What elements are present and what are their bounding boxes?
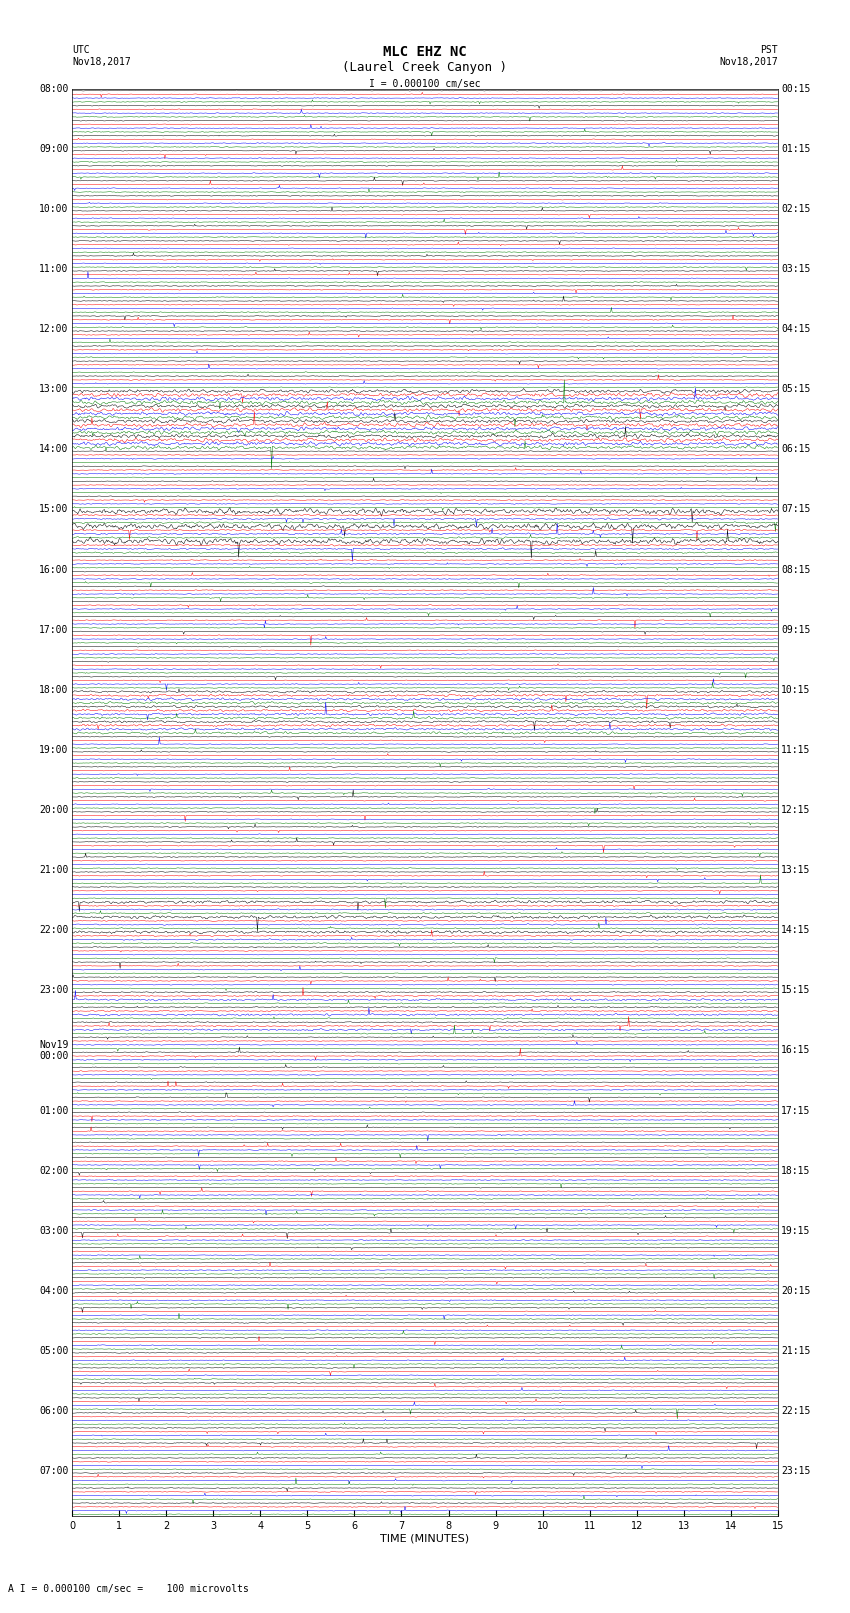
Text: 11:15: 11:15 [781,745,811,755]
Text: 10:00: 10:00 [39,203,69,215]
Text: 01:00: 01:00 [39,1105,69,1116]
Text: 06:00: 06:00 [39,1407,69,1416]
Text: 19:00: 19:00 [39,745,69,755]
Text: UTC
Nov18,2017: UTC Nov18,2017 [72,45,131,66]
Text: 23:15: 23:15 [781,1466,811,1476]
Text: 13:15: 13:15 [781,865,811,876]
Text: 23:00: 23:00 [39,986,69,995]
Text: Nov19
00:00: Nov19 00:00 [39,1040,69,1061]
Text: I = 0.000100 cm/sec: I = 0.000100 cm/sec [369,79,481,89]
Text: MLC EHZ NC: MLC EHZ NC [383,45,467,60]
Text: 12:00: 12:00 [39,324,69,334]
Text: 18:00: 18:00 [39,686,69,695]
Text: 20:15: 20:15 [781,1286,811,1295]
Text: 02:15: 02:15 [781,203,811,215]
Text: 22:00: 22:00 [39,926,69,936]
Text: 04:15: 04:15 [781,324,811,334]
Text: 15:15: 15:15 [781,986,811,995]
Text: 07:15: 07:15 [781,505,811,515]
Text: 11:00: 11:00 [39,265,69,274]
Text: 21:15: 21:15 [781,1345,811,1357]
Text: 10:15: 10:15 [781,686,811,695]
Text: 08:15: 08:15 [781,565,811,574]
Text: 21:00: 21:00 [39,865,69,876]
Text: 09:00: 09:00 [39,144,69,153]
Text: 06:15: 06:15 [781,444,811,455]
Text: 12:15: 12:15 [781,805,811,815]
Text: 16:00: 16:00 [39,565,69,574]
Text: A I = 0.000100 cm/sec =    100 microvolts: A I = 0.000100 cm/sec = 100 microvolts [8,1584,249,1594]
Text: 14:00: 14:00 [39,444,69,455]
Text: 03:00: 03:00 [39,1226,69,1236]
Text: 16:15: 16:15 [781,1045,811,1055]
Text: 17:00: 17:00 [39,624,69,634]
Text: (Laurel Creek Canyon ): (Laurel Creek Canyon ) [343,61,507,74]
Text: PST
Nov18,2017: PST Nov18,2017 [719,45,778,66]
Text: 22:15: 22:15 [781,1407,811,1416]
Text: 19:15: 19:15 [781,1226,811,1236]
Text: 20:00: 20:00 [39,805,69,815]
Text: 00:15: 00:15 [781,84,811,94]
Text: 02:00: 02:00 [39,1166,69,1176]
Text: 18:15: 18:15 [781,1166,811,1176]
Text: 05:00: 05:00 [39,1345,69,1357]
Text: 08:00: 08:00 [39,84,69,94]
Text: 07:00: 07:00 [39,1466,69,1476]
Text: 17:15: 17:15 [781,1105,811,1116]
Text: 15:00: 15:00 [39,505,69,515]
Text: 01:15: 01:15 [781,144,811,153]
Text: 14:15: 14:15 [781,926,811,936]
Text: 09:15: 09:15 [781,624,811,634]
Text: 03:15: 03:15 [781,265,811,274]
Text: 13:00: 13:00 [39,384,69,394]
Text: 04:00: 04:00 [39,1286,69,1295]
X-axis label: TIME (MINUTES): TIME (MINUTES) [381,1534,469,1544]
Text: 05:15: 05:15 [781,384,811,394]
